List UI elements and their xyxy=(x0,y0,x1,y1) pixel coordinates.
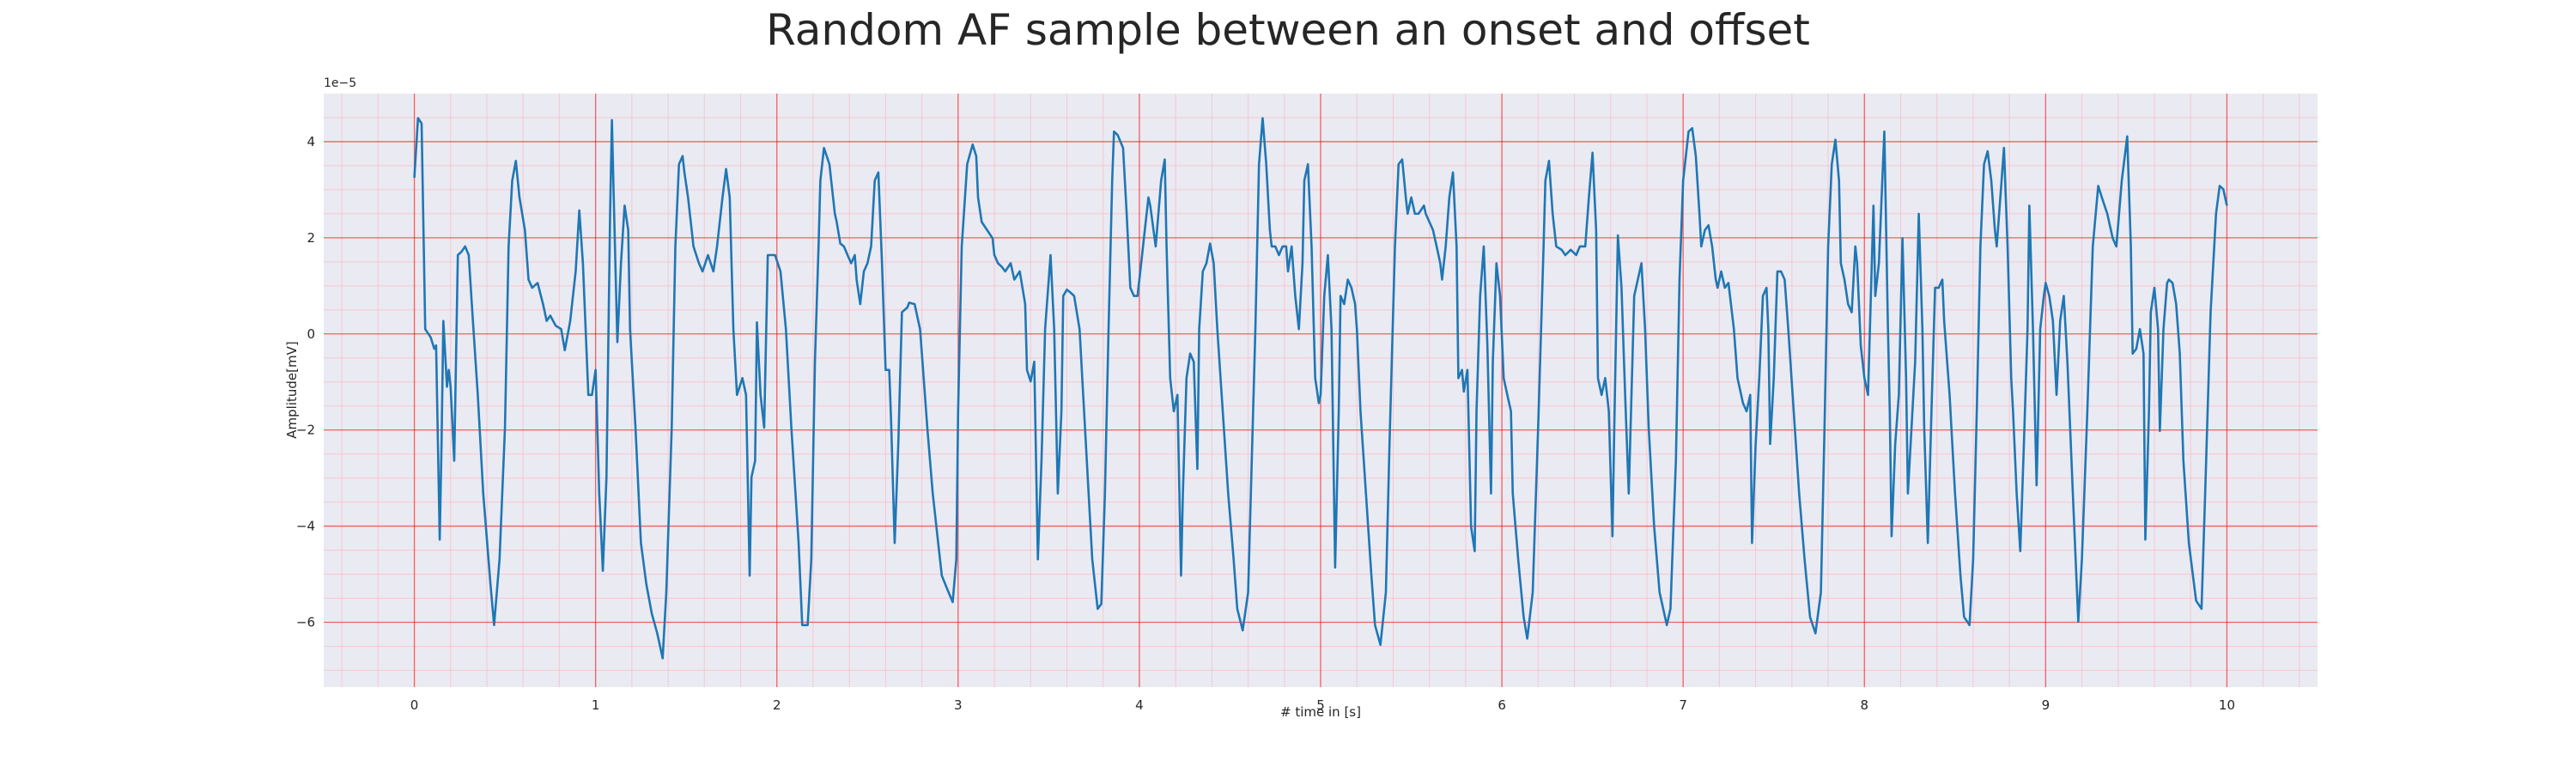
x-axis-label: # time in [s] xyxy=(1280,704,1361,720)
x-tick-label: 8 xyxy=(1860,697,1868,713)
x-tick-label: 6 xyxy=(1498,697,1506,713)
y-tick-label: −4 xyxy=(296,519,315,534)
y-tick-label: 0 xyxy=(307,326,315,342)
y-axis-label: Amplitude[mV] xyxy=(284,341,300,438)
x-tick-label: 9 xyxy=(2042,697,2050,713)
x-tick-label: 3 xyxy=(954,697,963,713)
x-tick-label: 0 xyxy=(410,697,419,713)
y-tick-label: 4 xyxy=(307,134,315,149)
x-tick-label: 1 xyxy=(592,697,600,713)
x-tick-label: 7 xyxy=(1679,697,1687,713)
y-tick-label: −2 xyxy=(296,423,315,438)
signal-line xyxy=(413,117,2228,660)
x-tick-label: 10 xyxy=(2219,697,2235,713)
offset-text: 1e−5 xyxy=(324,76,356,90)
chart-title: Random AF sample between an onset and of… xyxy=(766,5,1810,55)
x-tick-label: 5 xyxy=(1316,697,1325,713)
x-tick-label: 2 xyxy=(773,697,781,713)
x-tick-label: 4 xyxy=(1135,697,1144,713)
y-tick-label: −6 xyxy=(296,614,315,630)
y-tick-label: 2 xyxy=(307,230,315,246)
